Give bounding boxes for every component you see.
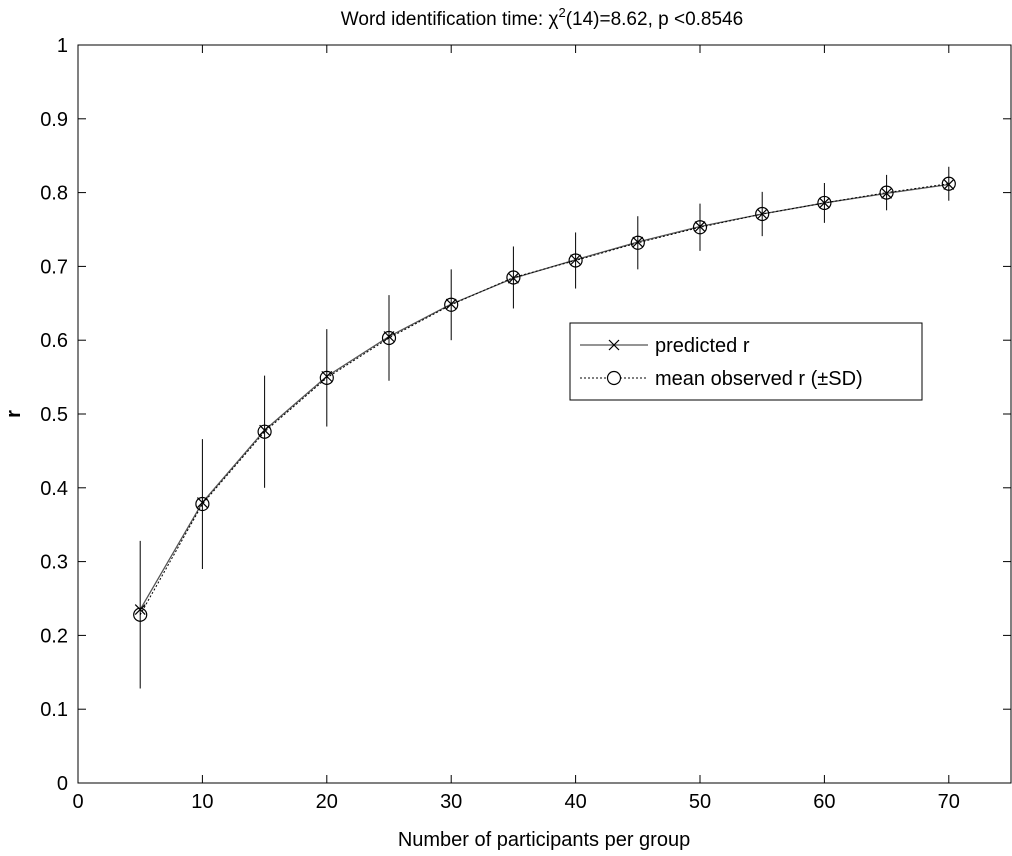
observed-r-point [941,176,956,191]
y-axis: 0 0.1 0.2 0.3 0.4 0.5 0.6 0.7 0.8 0.9 1 [40,35,1011,795]
observed-r-point [257,424,272,439]
observed-r-point [195,496,210,512]
legend-observed-label: mean observed r (±SD) [655,368,863,390]
observed-r-point [692,220,708,235]
y-tick-label: 0.2 [40,625,68,647]
observed-r-point [133,607,148,622]
predicted-r-point [570,254,582,266]
x-tick-label: 10 [191,791,213,813]
predicted-r-point [259,424,271,436]
y-tick-label: 1 [57,35,68,57]
observed-r-point [755,206,770,222]
observed-r-point [506,270,521,285]
observed-r-point [568,253,583,268]
legend-box [569,322,923,401]
y-tick-label: 0.5 [40,404,68,426]
x-stroke [943,179,955,190]
x-tick-label: 0 [72,791,83,813]
predicted-r-point [321,370,333,382]
predicted-r-point [818,197,830,209]
y-tick-label: 0 [57,773,68,795]
x-stroke [445,298,457,310]
predicted-r-point [196,497,208,508]
y-tick-label: 0.8 [40,183,68,205]
x-stroke [632,236,644,248]
y-tick-label: 0.9 [40,109,68,131]
x-stroke [818,197,830,209]
chart-title: Word identification time: χ2(14)=8.62, p… [341,5,743,30]
predicted-r-point [632,236,644,248]
predicted-r-point [943,179,955,190]
observed-r-point [630,235,645,250]
legend-predicted-label: predicted r [655,335,750,357]
x-stroke [756,208,768,220]
x-stroke [321,370,333,382]
x-stroke [134,604,146,615]
plot-area [77,44,1012,784]
predicted-r-point [383,331,395,342]
x-stroke [570,254,582,266]
x-axis-title: Number of participants per group [398,829,690,851]
legend: predicted r mean observed r (±SD) [569,322,923,401]
x-stroke [196,497,208,508]
observed-r-point [381,330,397,346]
y-axis-title: r [3,410,25,418]
x-stroke [694,221,706,232]
y-tick-label: 0.3 [40,552,68,574]
predicted-r-point [134,604,146,615]
x-tick-label: 50 [689,791,711,813]
y-tick-label: 0.7 [40,256,68,278]
y-tick-label: 0.4 [40,478,68,500]
predicted-r-point [694,221,706,232]
x-tick-label: 20 [316,791,338,813]
x-stroke [383,331,395,342]
x-tick-label: 60 [813,791,835,813]
y-tick-label: 0.1 [40,699,68,721]
observed-r-point [444,297,459,312]
observed-r-point [319,370,334,385]
x-tick-label: 40 [564,791,586,813]
observed-r-point [817,195,832,211]
x-axis: 0 10 20 30 40 50 60 70 [72,45,960,813]
predicted-r-point [756,208,768,220]
series-lines [139,183,949,615]
x-stroke [507,272,519,284]
observed-r-line [139,183,949,615]
predicted-r-point [507,272,519,284]
legend-observed-marker [606,370,622,386]
y-tick-label: 0.6 [40,330,68,352]
series-markers [133,176,956,622]
x-tick-label: 30 [440,791,462,813]
x-stroke [608,339,620,351]
x-stroke [881,187,893,199]
legend-predicted-marker [608,339,620,351]
x-tick-label: 70 [938,791,960,813]
predicted-r-point [445,298,457,310]
x-stroke [259,424,271,436]
observed-r-point [879,185,894,200]
predicted-r-point [881,187,893,199]
